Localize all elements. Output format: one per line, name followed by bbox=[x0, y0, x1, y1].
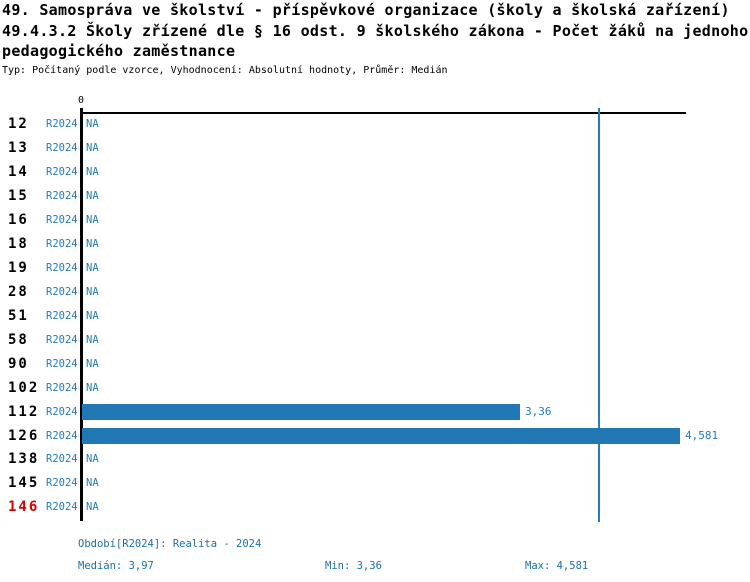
row-na-label: NA bbox=[86, 142, 99, 154]
chart-row: 16 R2024 NA bbox=[0, 212, 750, 228]
row-na-label: NA bbox=[86, 286, 99, 298]
chart-row: 146 R2024 NA bbox=[0, 499, 750, 515]
chart-row: 145 R2024 NA bbox=[0, 475, 750, 491]
chart-row: 12 R2024 NA bbox=[0, 116, 750, 132]
row-category-label: 90 bbox=[8, 356, 29, 372]
row-category-label: 16 bbox=[8, 212, 29, 228]
row-period-label: R2024 bbox=[46, 190, 78, 202]
row-na-label: NA bbox=[86, 166, 99, 178]
row-category-label: 13 bbox=[8, 140, 29, 156]
row-category-label: 14 bbox=[8, 164, 29, 180]
row-na-label: NA bbox=[86, 453, 99, 465]
row-period-label: R2024 bbox=[46, 430, 78, 442]
x-axis-line bbox=[80, 112, 686, 114]
row-na-label: NA bbox=[86, 310, 99, 322]
chart-row: 14 R2024 NA bbox=[0, 164, 750, 180]
row-na-label: NA bbox=[86, 358, 99, 370]
report-title-line-2: 49.4.3.2 Školy zřízené dle § 16 odst. 9 … bbox=[2, 21, 749, 40]
row-category-label: 102 bbox=[8, 380, 40, 396]
row-na-label: NA bbox=[86, 262, 99, 274]
row-na-label: NA bbox=[86, 501, 99, 513]
row-period-label: R2024 bbox=[46, 262, 78, 274]
row-period-label: R2024 bbox=[46, 286, 78, 298]
chart-row: 13 R2024 NA bbox=[0, 140, 750, 156]
row-category-label: 19 bbox=[8, 260, 29, 276]
row-period-label: R2024 bbox=[46, 166, 78, 178]
row-category-label: 126 bbox=[8, 428, 40, 444]
row-category-label: 145 bbox=[8, 475, 40, 491]
row-value-label: 3,36 bbox=[525, 405, 552, 418]
row-value-label: 4,581 bbox=[685, 429, 719, 442]
row-na-label: NA bbox=[86, 334, 99, 346]
row-period-label: R2024 bbox=[46, 453, 78, 465]
legend-min-label: Min: 3,36 bbox=[325, 560, 382, 572]
row-period-label: R2024 bbox=[46, 214, 78, 226]
row-na-label: NA bbox=[86, 238, 99, 250]
legend-median-label: Medián: 3,97 bbox=[78, 560, 154, 572]
row-period-label: R2024 bbox=[46, 406, 78, 418]
row-category-label: 112 bbox=[8, 404, 40, 420]
row-na-label: NA bbox=[86, 190, 99, 202]
row-category-label: 58 bbox=[8, 332, 29, 348]
row-category-label: 12 bbox=[8, 116, 29, 132]
report-subtitle: Typ: Počítaný podle vzorce, Vyhodnocení:… bbox=[2, 64, 448, 76]
row-period-label: R2024 bbox=[46, 118, 78, 130]
chart-row: 28 R2024 NA bbox=[0, 284, 750, 300]
row-period-label: R2024 bbox=[46, 142, 78, 154]
median-reference-line bbox=[598, 108, 600, 522]
row-na-label: NA bbox=[86, 214, 99, 226]
chart-row: 138 R2024 NA bbox=[0, 451, 750, 467]
row-category-label: 28 bbox=[8, 284, 29, 300]
report-title-line-3: pedagogického zaměstnance bbox=[2, 42, 236, 60]
row-na-label: NA bbox=[86, 118, 99, 130]
row-bar bbox=[82, 404, 520, 420]
row-period-label: R2024 bbox=[46, 358, 78, 370]
row-na-label: NA bbox=[86, 477, 99, 489]
chart-row: 102 R2024 NA bbox=[0, 380, 750, 396]
row-category-label: 138 bbox=[8, 451, 40, 467]
row-category-label: 15 bbox=[8, 188, 29, 204]
row-period-label: R2024 bbox=[46, 310, 78, 322]
chart-row: 58 R2024 NA bbox=[0, 332, 750, 348]
y-axis-line bbox=[80, 108, 83, 521]
report-header: 49. Samospráva ve školství - příspěvkové… bbox=[2, 0, 750, 78]
chart-row: 51 R2024 NA bbox=[0, 308, 750, 324]
row-category-label: 51 bbox=[8, 308, 29, 324]
row-period-label: R2024 bbox=[46, 477, 78, 489]
row-period-label: R2024 bbox=[46, 501, 78, 513]
x-axis-zero-tick: 0 bbox=[77, 95, 85, 106]
legend-period-label: Období[R2024]: Realita - 2024 bbox=[78, 538, 262, 550]
chart-row: 112 R2024 3,36 bbox=[0, 404, 750, 420]
legend-max-label: Max: 4,581 bbox=[525, 560, 589, 572]
row-category-label: 146 bbox=[8, 499, 40, 515]
chart-row: 18 R2024 NA bbox=[0, 236, 750, 252]
chart-row: 126 R2024 4,581 bbox=[0, 428, 750, 444]
row-na-label: NA bbox=[86, 382, 99, 394]
row-category-label: 18 bbox=[8, 236, 29, 252]
report-title-line-1: 49. Samospráva ve školství - příspěvkové… bbox=[2, 1, 730, 19]
chart-row: 15 R2024 NA bbox=[0, 188, 750, 204]
row-period-label: R2024 bbox=[46, 382, 78, 394]
chart-row: 90 R2024 NA bbox=[0, 356, 750, 372]
chart-row: 19 R2024 NA bbox=[0, 260, 750, 276]
row-period-label: R2024 bbox=[46, 238, 78, 250]
row-bar bbox=[82, 428, 680, 444]
row-period-label: R2024 bbox=[46, 334, 78, 346]
